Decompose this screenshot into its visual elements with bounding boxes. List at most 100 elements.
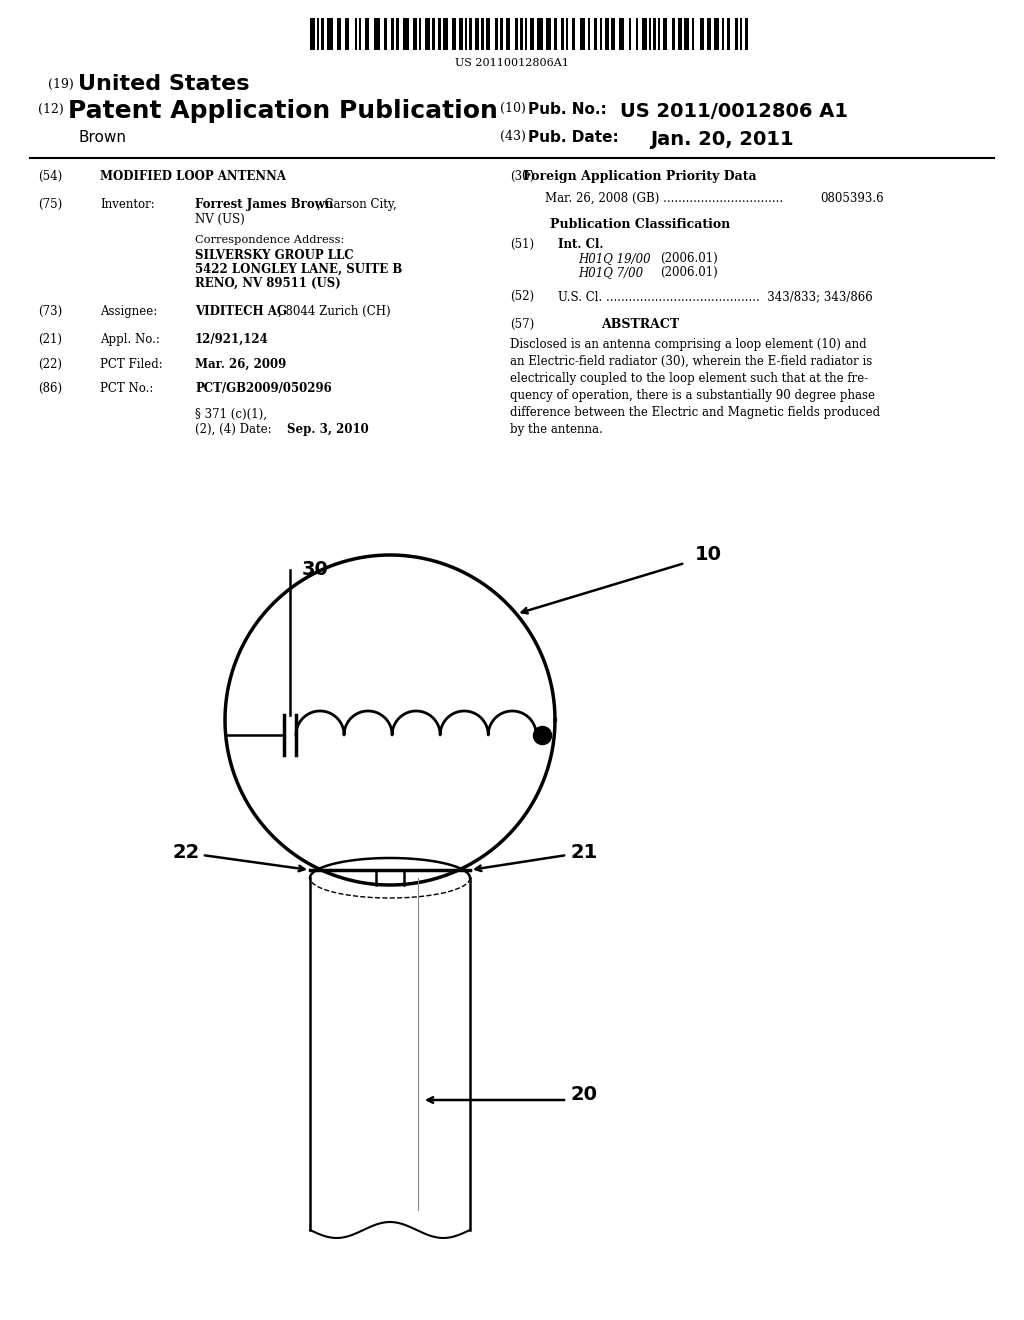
Bar — [727, 18, 730, 50]
Bar — [519, 18, 522, 50]
Text: (21): (21) — [38, 333, 62, 346]
Text: 30: 30 — [302, 560, 329, 579]
Bar — [658, 18, 660, 50]
Bar — [664, 18, 668, 50]
Text: § 371 (c)(1),: § 371 (c)(1), — [195, 408, 267, 421]
Bar — [611, 18, 615, 50]
Bar — [402, 18, 409, 50]
Bar — [355, 18, 357, 50]
Bar — [630, 18, 631, 50]
Bar — [465, 18, 467, 50]
Text: Mar. 26, 2009: Mar. 26, 2009 — [195, 358, 287, 371]
Text: (19): (19) — [48, 78, 74, 91]
Bar — [480, 18, 483, 50]
Text: , Carson City,: , Carson City, — [317, 198, 396, 211]
Bar — [740, 18, 742, 50]
Bar — [678, 18, 682, 50]
Text: NV (US): NV (US) — [195, 213, 245, 226]
Bar — [514, 18, 517, 50]
Bar — [396, 18, 398, 50]
Text: Foreign Application Priority Data: Foreign Application Priority Data — [523, 170, 757, 183]
Bar — [469, 18, 472, 50]
Bar — [692, 18, 694, 50]
Text: (75): (75) — [38, 198, 62, 211]
Text: (52): (52) — [510, 290, 535, 304]
Text: PCT No.:: PCT No.: — [100, 381, 154, 395]
Bar — [745, 18, 748, 50]
Text: Correspondence Address:: Correspondence Address: — [195, 235, 344, 246]
Bar — [672, 18, 675, 50]
Bar — [524, 18, 526, 50]
Text: Mar. 26, 2008: Mar. 26, 2008 — [545, 191, 628, 205]
Text: , 8044 Zurich (CH): , 8044 Zurich (CH) — [278, 305, 390, 318]
Bar — [485, 18, 489, 50]
Text: PCT/GB2009/050296: PCT/GB2009/050296 — [195, 381, 332, 395]
Bar — [589, 18, 591, 50]
Bar — [642, 18, 647, 50]
Bar — [572, 18, 575, 50]
Bar — [605, 18, 609, 50]
Text: H01Q 19/00: H01Q 19/00 — [578, 252, 650, 265]
Bar — [722, 18, 724, 50]
Bar — [566, 18, 568, 50]
Text: (10): (10) — [500, 102, 526, 115]
Bar — [317, 18, 319, 50]
Bar — [452, 18, 456, 50]
Bar — [327, 18, 333, 50]
Bar — [413, 18, 417, 50]
Text: Pub. No.:: Pub. No.: — [528, 102, 607, 117]
Bar — [442, 18, 447, 50]
Bar — [708, 18, 711, 50]
Bar — [425, 18, 430, 50]
Bar — [506, 18, 510, 50]
Text: Patent Application Publication: Patent Application Publication — [68, 99, 498, 123]
Text: Appl. No.:: Appl. No.: — [100, 333, 160, 346]
Bar — [384, 18, 387, 50]
Bar — [714, 18, 719, 50]
Text: ABSTRACT: ABSTRACT — [601, 318, 679, 331]
Text: (2), (4) Date:: (2), (4) Date: — [195, 422, 271, 436]
Bar — [649, 18, 651, 50]
Bar — [475, 18, 478, 50]
Bar — [500, 18, 503, 50]
Text: Inventor:: Inventor: — [100, 198, 155, 211]
Text: Brown: Brown — [78, 129, 126, 145]
Text: (57): (57) — [510, 318, 535, 331]
Bar — [419, 18, 421, 50]
Bar — [554, 18, 557, 50]
Text: Jan. 20, 2011: Jan. 20, 2011 — [650, 129, 794, 149]
Text: Assignee:: Assignee: — [100, 305, 158, 318]
Bar — [594, 18, 597, 50]
Text: (22): (22) — [38, 358, 62, 371]
Bar — [345, 18, 349, 50]
Text: 21: 21 — [570, 842, 597, 862]
Bar — [432, 18, 435, 50]
Bar — [547, 18, 552, 50]
Text: Publication Classification: Publication Classification — [550, 218, 730, 231]
Bar — [735, 18, 738, 50]
Bar — [358, 18, 360, 50]
Text: Forrest James Brown: Forrest James Brown — [195, 198, 334, 211]
Text: 10: 10 — [695, 545, 722, 565]
Bar — [684, 18, 689, 50]
Text: US 2011/0012806 A1: US 2011/0012806 A1 — [620, 102, 848, 121]
Bar — [321, 18, 324, 50]
Bar — [391, 18, 394, 50]
Text: 5422 LONGLEY LANE, SUITE B: 5422 LONGLEY LANE, SUITE B — [195, 263, 402, 276]
Bar — [600, 18, 602, 50]
Bar — [495, 18, 498, 50]
Text: United States: United States — [78, 74, 250, 94]
Text: (43): (43) — [500, 129, 526, 143]
Text: VIDITECH AG: VIDITECH AG — [195, 305, 287, 318]
Text: 22: 22 — [173, 842, 200, 862]
Bar — [620, 18, 625, 50]
Bar — [700, 18, 705, 50]
Bar — [561, 18, 564, 50]
Bar — [653, 18, 656, 50]
Text: 12/921,124: 12/921,124 — [195, 333, 268, 346]
Text: (51): (51) — [510, 238, 535, 251]
Bar — [437, 18, 440, 50]
Bar — [530, 18, 535, 50]
Text: Pub. Date:: Pub. Date: — [528, 129, 618, 145]
Bar — [365, 18, 369, 50]
